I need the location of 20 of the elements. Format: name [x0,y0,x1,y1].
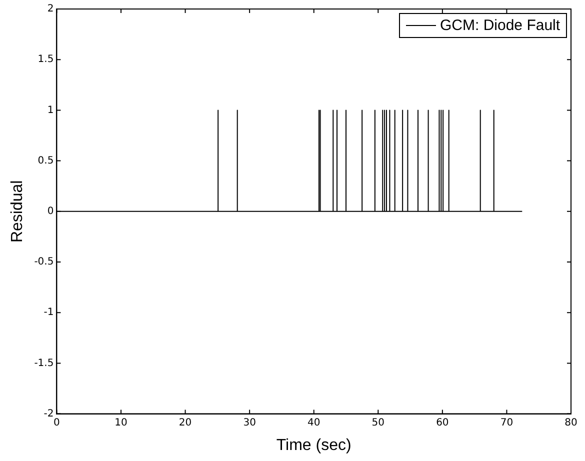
x-tick-label: 80 [564,417,578,428]
y-tick-label: 1 [47,104,54,116]
y-axis-title: Residual [9,180,26,243]
y-tick-label: -1.5 [34,358,54,369]
y-tick-label: -2 [44,408,54,420]
x-tick-label: 60 [436,417,449,428]
y-tick-label: 1.5 [38,54,54,66]
y-tick-label: 0.5 [38,155,54,166]
y-tick-label: 2 [47,4,54,15]
legend-label: GCM: Diode Fault [440,17,560,34]
x-tick-label: 20 [178,417,192,428]
x-tick-label: 40 [307,417,320,428]
x-axis-title: Time (sec) [276,436,352,454]
y-tick-label: 0 [47,206,54,217]
x-tick-label: 30 [243,417,256,428]
x-tick-label: 50 [372,417,385,428]
x-tick-label: 10 [114,417,128,428]
y-tick-label: -0.5 [34,256,54,268]
y-tick-label: -1 [44,307,54,318]
x-tick-label: 70 [500,417,514,428]
